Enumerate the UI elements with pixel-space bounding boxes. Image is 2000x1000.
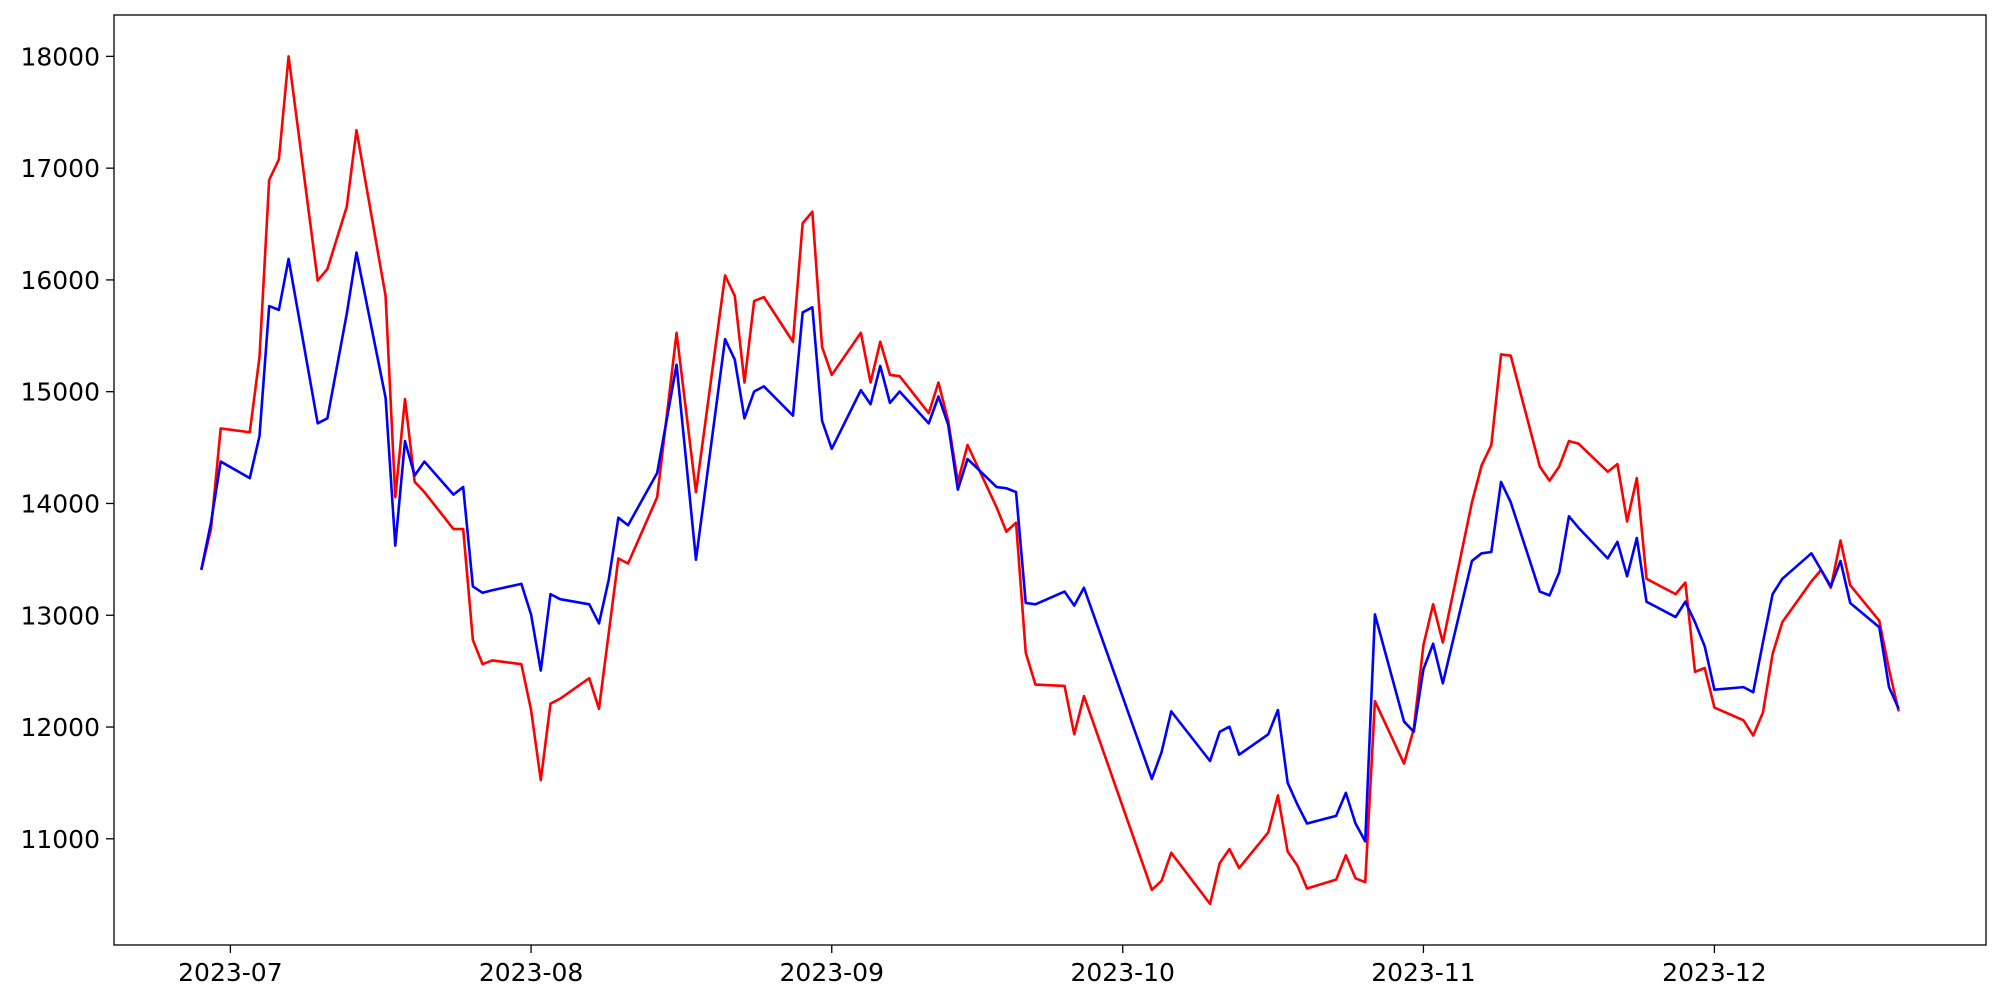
x-tick-label: 2023-08 <box>479 958 583 987</box>
data-line <box>200 251 1900 843</box>
y-tick-label: 16000 <box>20 266 100 295</box>
y-tick-label: 11000 <box>20 825 100 854</box>
x-tick-label: 2023-07 <box>178 958 282 987</box>
y-tick-label: 17000 <box>20 154 100 183</box>
y-tick-label: 12000 <box>20 713 100 742</box>
data-line <box>200 55 1900 906</box>
y-tick-label: 14000 <box>20 489 100 518</box>
y-tick-label: 18000 <box>20 42 100 71</box>
y-tick-label: 15000 <box>20 378 100 407</box>
x-tick-label: 2023-09 <box>780 958 884 987</box>
x-tick-label: 2023-10 <box>1071 958 1175 987</box>
x-tick-label: 2023-12 <box>1662 958 1766 987</box>
plot-frame <box>113 14 1987 946</box>
y-tick-label: 13000 <box>20 601 100 630</box>
x-tick-label: 2023-11 <box>1371 958 1475 987</box>
